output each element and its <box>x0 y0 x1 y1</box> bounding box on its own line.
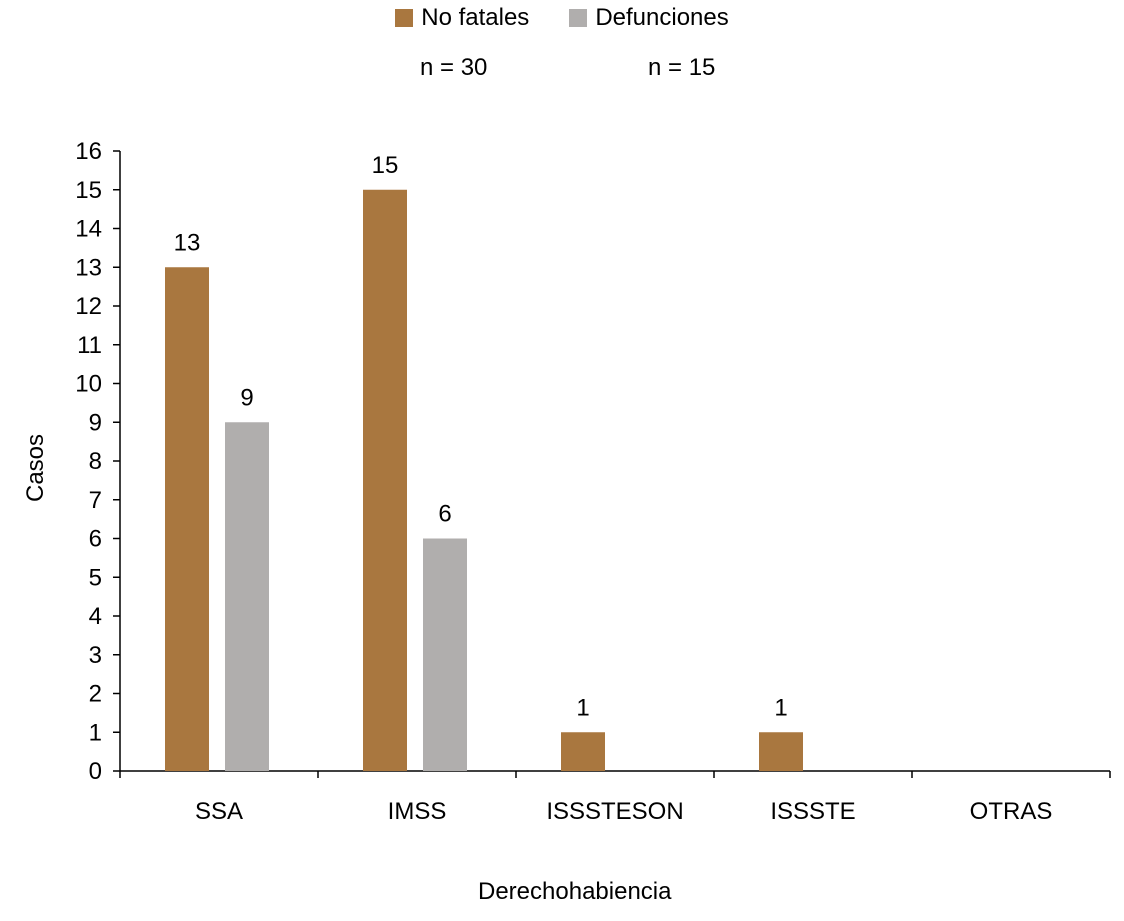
legend-swatch-defunciones <box>569 9 588 27</box>
y-tick-label: 2 <box>89 681 102 708</box>
y-tick-label: 10 <box>75 371 102 398</box>
y-tick-label: 12 <box>75 293 102 320</box>
x-tick-label: OTRAS <box>970 798 1053 825</box>
data-label: 6 <box>438 501 451 528</box>
y-tick-label: 13 <box>75 254 102 281</box>
x-tick-label: ISSSTESON <box>546 798 683 825</box>
bar-defunciones-imss <box>423 538 467 771</box>
y-tick-label: 15 <box>75 177 102 204</box>
x-axis-title: Derechohabiencia <box>478 878 672 905</box>
x-tick-label: SSA <box>195 798 243 825</box>
x-tick-label: ISSSTE <box>770 798 855 825</box>
y-tick-label: 4 <box>89 603 102 630</box>
y-tick-label: 9 <box>89 409 102 436</box>
legend-label-defunciones: Defunciones <box>595 4 729 31</box>
bar-no-fatales-issste <box>759 732 803 771</box>
legend-item-no-fatales: No fatales <box>395 4 529 32</box>
bar-no-fatales-isssteson <box>561 732 605 771</box>
y-tick-label: 7 <box>89 487 102 514</box>
bar-no-fatales-ssa <box>165 267 209 771</box>
y-tick-label: 11 <box>77 332 102 359</box>
y-tick-label: 6 <box>89 526 102 553</box>
legend-label-no-fatales: No fatales <box>421 4 530 31</box>
data-label: 1 <box>576 694 589 721</box>
data-label: 9 <box>240 384 253 411</box>
bar-defunciones-ssa <box>225 422 269 771</box>
y-tick-label: 16 <box>75 138 102 165</box>
y-tick-label: 3 <box>89 642 102 669</box>
n-label-no-fatales: n = 30 <box>420 54 488 81</box>
legend-swatch-no-fatales <box>395 9 414 27</box>
x-tick-label: IMSS <box>388 798 447 825</box>
data-label: 13 <box>174 229 201 256</box>
y-tick-label: 14 <box>75 216 102 243</box>
y-tick-label: 5 <box>89 564 102 591</box>
chart-legend: No fatales Defunciones <box>0 4 1124 32</box>
data-label: 15 <box>372 152 399 179</box>
y-tick-label: 1 <box>89 719 102 746</box>
n-label-defunciones: n = 15 <box>648 54 716 81</box>
legend-item-defunciones: Defunciones <box>569 4 729 32</box>
y-tick-label: 8 <box>89 448 102 475</box>
data-label: 1 <box>774 694 787 721</box>
y-tick-label: 0 <box>89 758 102 785</box>
bar-no-fatales-imss <box>363 189 407 771</box>
